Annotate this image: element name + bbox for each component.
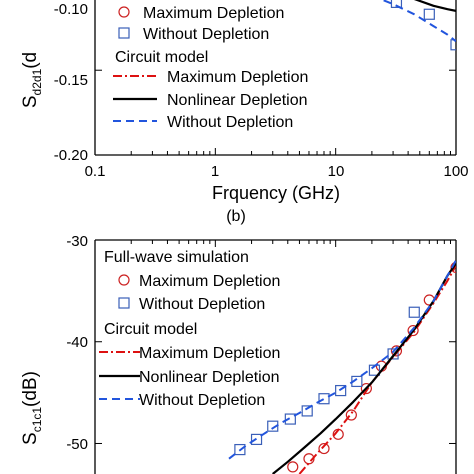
legend-label: Nonlinear Depletion bbox=[139, 369, 280, 386]
legend-group-title: Circuit model bbox=[115, 49, 208, 66]
legend-label: Maximum Depletion bbox=[139, 273, 280, 290]
top-legend: Maximum Depletion Without Depletion Circ… bbox=[113, 5, 308, 131]
data-point-square bbox=[390, 0, 403, 8]
legend-label: Without Depletion bbox=[139, 296, 265, 313]
data-point-square bbox=[450, 39, 456, 51]
bottom-legend: Full-wave simulation Maximum Depletion W… bbox=[99, 249, 280, 409]
legend-group-title: Circuit model bbox=[104, 321, 197, 338]
bottom-ylabel-main: S bbox=[20, 432, 41, 445]
top-xtick-label: 100 bbox=[443, 163, 468, 180]
data-point-square bbox=[318, 393, 330, 405]
top-ytick-label: -0.15 bbox=[54, 72, 88, 89]
series-line-without-depletion bbox=[380, 0, 456, 43]
top-ylabel-main: S bbox=[20, 95, 41, 108]
bottom-ytick-label: -30 bbox=[66, 233, 88, 250]
bottom-chart: -30 -40 -50 Sc1c1(dB) Full-wave simulati… bbox=[20, 233, 457, 474]
top-xtick-label: 0.1 bbox=[85, 163, 106, 180]
top-ytick-label: -0.10 bbox=[54, 1, 88, 18]
legend-label: Maximum Depletion bbox=[167, 69, 308, 86]
data-point-square bbox=[387, 348, 399, 360]
data-point-circle bbox=[287, 461, 299, 473]
panel-label-b: (b) bbox=[226, 208, 246, 225]
data-point-circle bbox=[345, 409, 357, 421]
data-point-square bbox=[301, 405, 313, 417]
data-point-circle bbox=[360, 382, 372, 395]
series-line-nonlinear-depletion bbox=[413, 0, 456, 12]
legend-circle-marker bbox=[118, 6, 130, 18]
data-point-circle bbox=[407, 324, 419, 337]
legend-circle-marker bbox=[118, 274, 130, 286]
data-point-circle bbox=[303, 453, 315, 465]
svg-text:Sc1c1(dB): Sc1c1(dB) bbox=[20, 371, 44, 445]
bottom-axis-ticks bbox=[94, 239, 457, 444]
data-point-circle bbox=[390, 345, 403, 357]
series-line-without-depletion bbox=[228, 259, 456, 460]
bottom-ytick-label: -40 bbox=[66, 334, 88, 351]
top-chart: -0.10 -0.15 -0.20 0.1 1 10 100 Frquency … bbox=[20, 0, 469, 225]
top-y-axis-label: Sd2d1(d bbox=[20, 52, 44, 108]
data-point-square bbox=[234, 443, 246, 456]
series-line-maximum-depletion bbox=[298, 264, 456, 474]
legend-label: Nonlinear Depletion bbox=[167, 92, 308, 109]
data-point-square bbox=[335, 384, 347, 397]
data-point-circle bbox=[318, 442, 330, 455]
legend-square-marker bbox=[118, 297, 130, 309]
bottom-ylabel-unit: (dB) bbox=[20, 371, 41, 407]
legend-label: Without Depletion bbox=[167, 114, 293, 131]
svg-text:Sd2d1(d: Sd2d1(d bbox=[20, 52, 44, 108]
top-ylabel-sub: d2d1 bbox=[30, 68, 44, 95]
top-axis-ticks bbox=[94, 69, 457, 156]
data-point-square bbox=[423, 8, 435, 20]
bottom-ylabel-sub: c1c1 bbox=[30, 407, 44, 433]
data-point-square bbox=[408, 306, 420, 318]
top-xtick-label: 1 bbox=[211, 163, 219, 180]
top-plot-area bbox=[380, 0, 456, 51]
legend-label: Maximum Depletion bbox=[143, 5, 284, 22]
top-ylabel-unit: (d bbox=[20, 52, 41, 69]
top-ytick-label: -0.20 bbox=[54, 147, 88, 164]
bottom-plot-area bbox=[228, 259, 456, 474]
data-point-circle bbox=[450, 261, 456, 274]
data-point-square bbox=[250, 433, 263, 446]
top-x-axis-label: Frquency (GHz) bbox=[212, 183, 340, 203]
legend-group-title: Full-wave simulation bbox=[104, 249, 249, 266]
legend-square-marker bbox=[118, 27, 130, 39]
legend-label: Without Depletion bbox=[139, 392, 265, 409]
bottom-ytick-label: -50 bbox=[66, 436, 88, 453]
legend-label: Without Depletion bbox=[143, 26, 269, 43]
bottom-y-axis-label: Sc1c1(dB) bbox=[20, 371, 44, 445]
legend-label: Maximum Depletion bbox=[139, 345, 280, 362]
top-xtick-label: 10 bbox=[328, 163, 345, 180]
data-point-square bbox=[284, 413, 296, 425]
